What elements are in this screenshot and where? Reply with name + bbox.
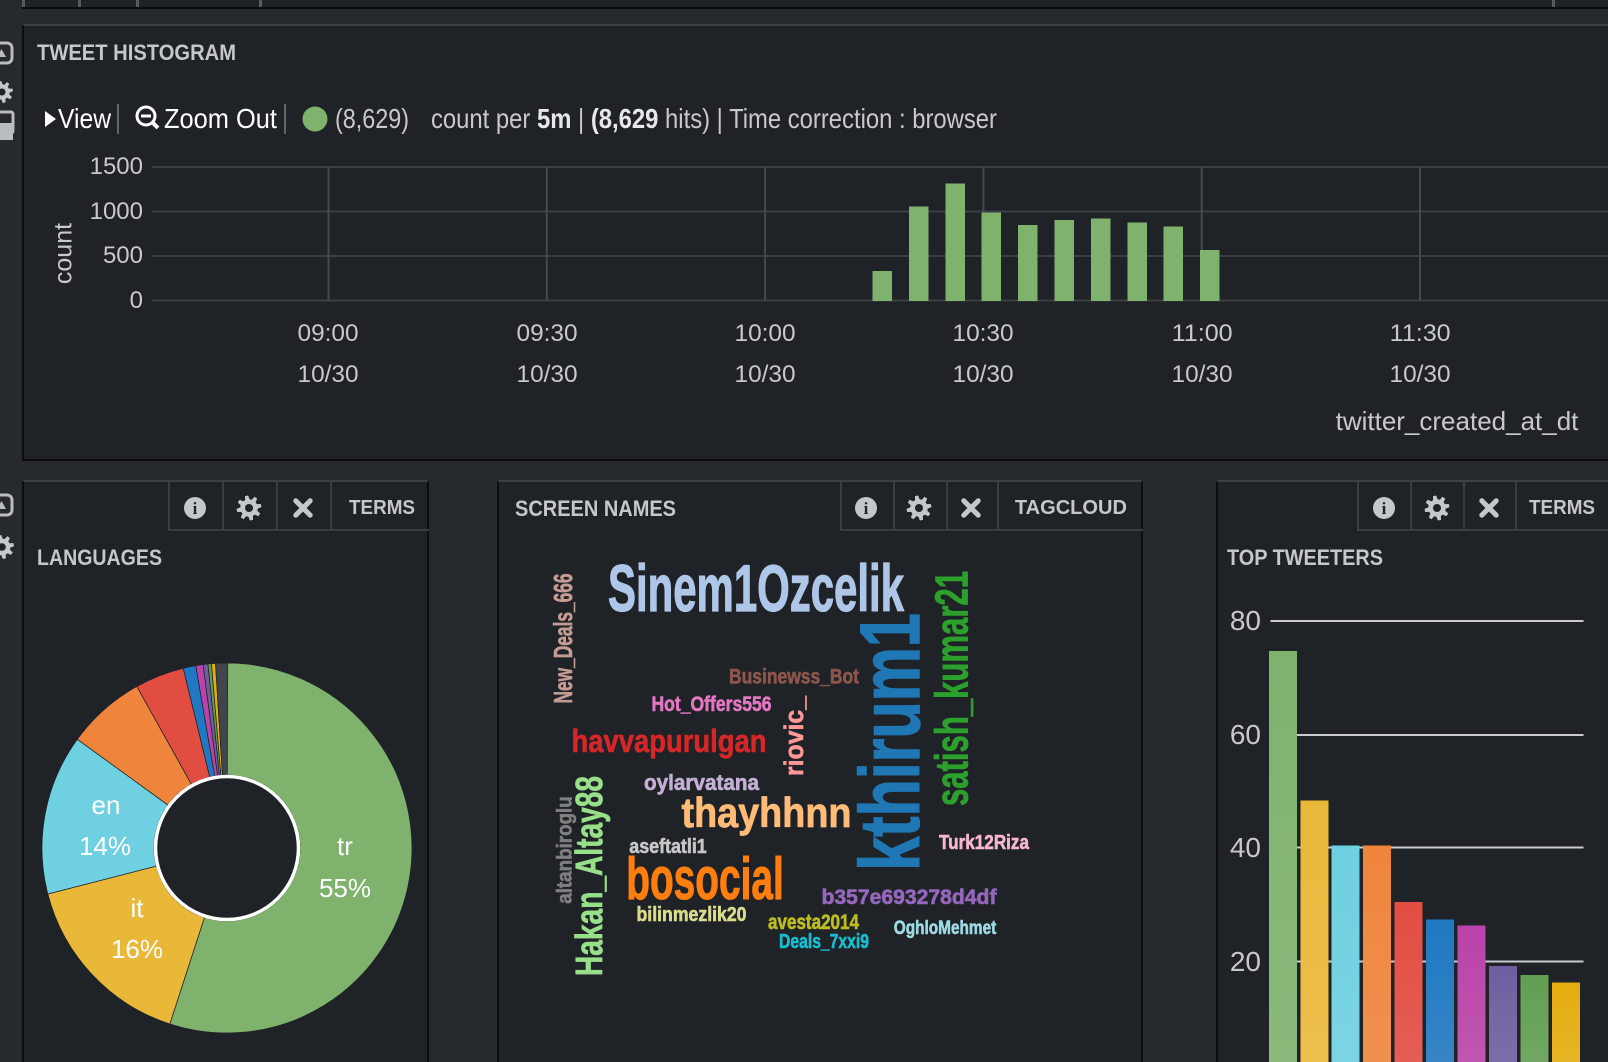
svg-text:b357e693278d4df: b357e693278d4df <box>822 886 998 909</box>
svg-text:Deals_7xxi9: Deals_7xxi9 <box>779 931 869 953</box>
svg-text:New_Deals_666: New_Deals_666 <box>548 574 578 704</box>
svg-text:it: it <box>131 893 145 923</box>
svg-text:Hot_Offers556: Hot_Offers556 <box>652 693 772 716</box>
svg-text:altanbiroglu: altanbiroglu <box>554 796 577 904</box>
svg-text:16%: 16% <box>111 934 163 964</box>
svg-text:havvapurulgan: havvapurulgan <box>572 723 767 759</box>
svg-text:bilinmezlik20: bilinmezlik20 <box>637 904 747 926</box>
svg-text:OghloMehmet: OghloMehmet <box>894 918 997 939</box>
svg-text:riovic_: riovic_ <box>779 695 809 776</box>
svg-text:kthirum1: kthirum1 <box>843 613 937 871</box>
svg-text:i: i <box>864 499 869 518</box>
svg-text:14%: 14% <box>79 831 131 861</box>
svg-text:i: i <box>193 499 198 518</box>
svg-text:Turk12Riza: Turk12Riza <box>939 831 1029 854</box>
svg-text:Hakan_Altay88: Hakan_Altay88 <box>569 776 611 976</box>
svg-text:thayhhnn: thayhhnn <box>682 789 852 836</box>
svg-text:Businewss_Bot: Businewss_Bot <box>729 666 859 689</box>
svg-text:avesta2014: avesta2014 <box>768 911 859 934</box>
svg-text:55%: 55% <box>319 873 371 903</box>
svg-text:bosocial: bosocial <box>626 846 784 912</box>
svg-text:oylarvatana: oylarvatana <box>644 770 760 795</box>
svg-text:tr: tr <box>337 831 353 861</box>
svg-text:Sinem1Ozcelik: Sinem1Ozcelik <box>608 551 904 625</box>
svg-text:aseftatli1: aseftatli1 <box>629 836 707 858</box>
svg-text:en: en <box>92 790 121 820</box>
svg-text:i: i <box>1382 499 1387 518</box>
svg-text:satish_kumar21: satish_kumar21 <box>926 571 978 806</box>
